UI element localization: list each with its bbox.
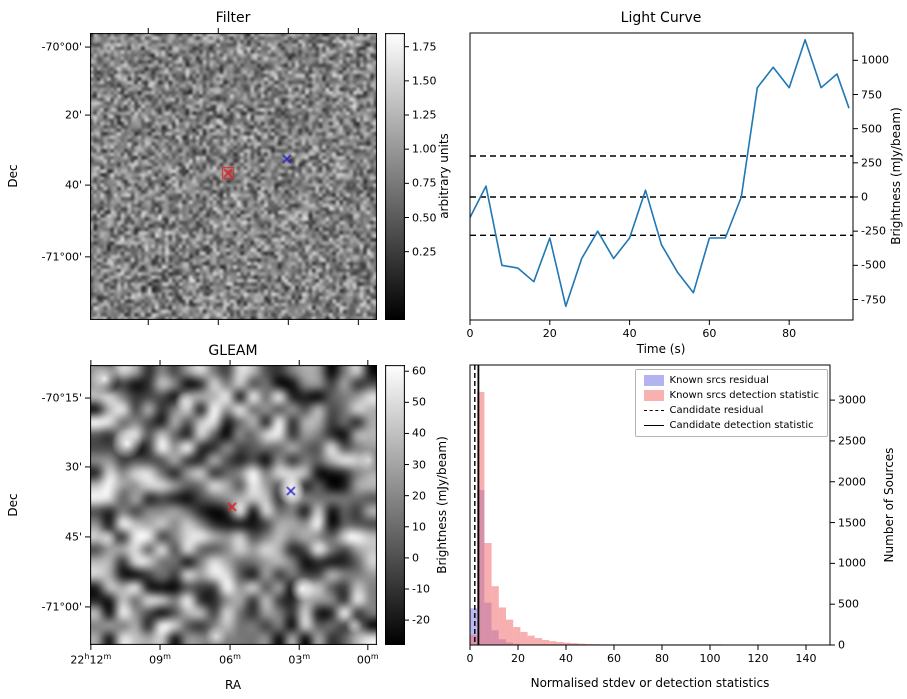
light-curve-xlabel: Time (s) (636, 342, 686, 356)
brightness-tick-label: 1000 (861, 53, 889, 67)
colorbar-tick-label: 1.25 (412, 108, 437, 122)
legend-item: Known srcs detection statistic (643, 390, 819, 401)
dec-tick-label: 20' (64, 108, 82, 122)
dec-tick-label: -71°00' (41, 250, 83, 264)
count-tick-label: 0 (838, 638, 845, 652)
filter-colorbar-label: arbitrary units (437, 133, 451, 219)
legend-item: Candidate residual (643, 405, 819, 416)
gleam-xlabel: RA (224, 678, 242, 692)
colorbar-tick-label: 1.75 (412, 40, 437, 54)
colorbar-tick-label: 50 (412, 395, 426, 409)
dec-tick-label: 40' (64, 178, 82, 192)
gleam-ylabel: Dec (6, 493, 20, 517)
count-tick-label: 3000 (838, 393, 866, 407)
time-tick-label: 0 (466, 327, 474, 340)
ra-tick-label: 09m (149, 652, 171, 667)
stat-tick-label: 60 (607, 652, 621, 665)
colorbar-tick-label: 60 (412, 364, 426, 378)
light-curve-title: Light Curve (620, 10, 702, 26)
light-curve-ylabel: Brightness (mJy/beam) (889, 107, 903, 245)
time-tick-label: 60 (702, 327, 717, 340)
legend: Known srcs residual Known srcs detection … (634, 369, 828, 437)
colorbar-tick-label: 0.25 (412, 245, 437, 259)
colorbar-tick-label: 40 (412, 426, 426, 440)
brightness-tick-label: 750 (861, 88, 882, 101)
brightness-tick-label: -250 (861, 224, 886, 238)
stat-tick-label: 80 (655, 652, 669, 665)
filter-title: Filter (215, 10, 251, 26)
time-tick-label: 80 (782, 327, 797, 340)
stat-tick-label: 40 (559, 652, 573, 665)
count-tick-label: 1500 (838, 516, 866, 530)
brightness-tick-label: 250 (861, 156, 882, 170)
dec-tick-label: -70°00' (41, 40, 83, 54)
ra-tick-label: 00m (356, 652, 379, 667)
stat-tick-label: 120 (747, 652, 769, 665)
ra-tick-label: 06m (219, 652, 241, 667)
filter-ylabel: Dec (6, 164, 20, 188)
gleam-colorbar (385, 365, 405, 645)
brightness-tick-label: -750 (861, 293, 886, 306)
dec-tick-label: 45' (64, 530, 82, 544)
colorbar-tick-label: -10 (412, 582, 430, 596)
gleam-colorbar-label: Brightness (mJy/beam) (435, 436, 449, 574)
stat-tick-label: 0 (466, 652, 474, 665)
stat-tick-label: 100 (699, 652, 721, 665)
colorbar-tick-label: 1.50 (412, 74, 437, 88)
brightness-tick-label: 0 (861, 190, 868, 204)
gleam-sky-image (90, 365, 377, 645)
stat-tick-label: 20 (511, 652, 525, 665)
count-tick-label: 500 (838, 597, 859, 611)
gleam-title: GLEAM (208, 343, 258, 359)
legend-item: Known srcs residual (643, 375, 819, 386)
legend-label: Known srcs residual (669, 375, 769, 386)
histogram-ylabel: Number of Sources (882, 447, 896, 563)
ra-tick-label: 03m (288, 652, 311, 667)
filter-colorbar (385, 33, 405, 320)
count-tick-label: 2000 (838, 475, 866, 489)
legend-label: Known srcs detection statistic (669, 390, 819, 401)
legend-patch-icon (643, 390, 664, 401)
legend-dashed-line-icon (643, 410, 664, 411)
dec-tick-label: -70°15' (41, 391, 83, 405)
legend-item: Candidate detection statistic (643, 420, 819, 431)
count-tick-label: 2500 (838, 434, 866, 448)
legend-patch-icon (643, 375, 664, 386)
dec-tick-label: 30' (64, 460, 82, 474)
histogram-xlabel: Normalised stdev or detection statistics (530, 676, 770, 690)
stat-tick-label: 140 (795, 652, 817, 665)
colorbar-tick-label: -20 (412, 613, 430, 627)
legend-solid-line-icon (643, 425, 664, 426)
filter-sky-image (90, 33, 377, 320)
dec-tick-label: -71°00' (41, 600, 83, 614)
colorbar-tick-label: 0 (412, 551, 419, 565)
legend-label: Candidate detection statistic (669, 420, 814, 431)
colorbar-tick-label: 30 (412, 458, 426, 472)
time-tick-label: 40 (622, 327, 637, 340)
count-tick-label: 1000 (838, 556, 866, 570)
colorbar-tick-label: 20 (412, 489, 426, 503)
colorbar-tick-label: 10 (412, 520, 426, 534)
colorbar-tick-label: 0.50 (412, 211, 437, 224)
colorbar-tick-label: 1.00 (412, 142, 437, 156)
ra-tick-label: 22h12m (70, 652, 112, 667)
colorbar-tick-label: 0.75 (412, 176, 437, 190)
brightness-tick-label: -500 (861, 258, 886, 272)
time-tick-label: 20 (542, 327, 557, 340)
brightness-tick-label: 500 (861, 122, 882, 136)
legend-label: Candidate residual (669, 405, 764, 416)
